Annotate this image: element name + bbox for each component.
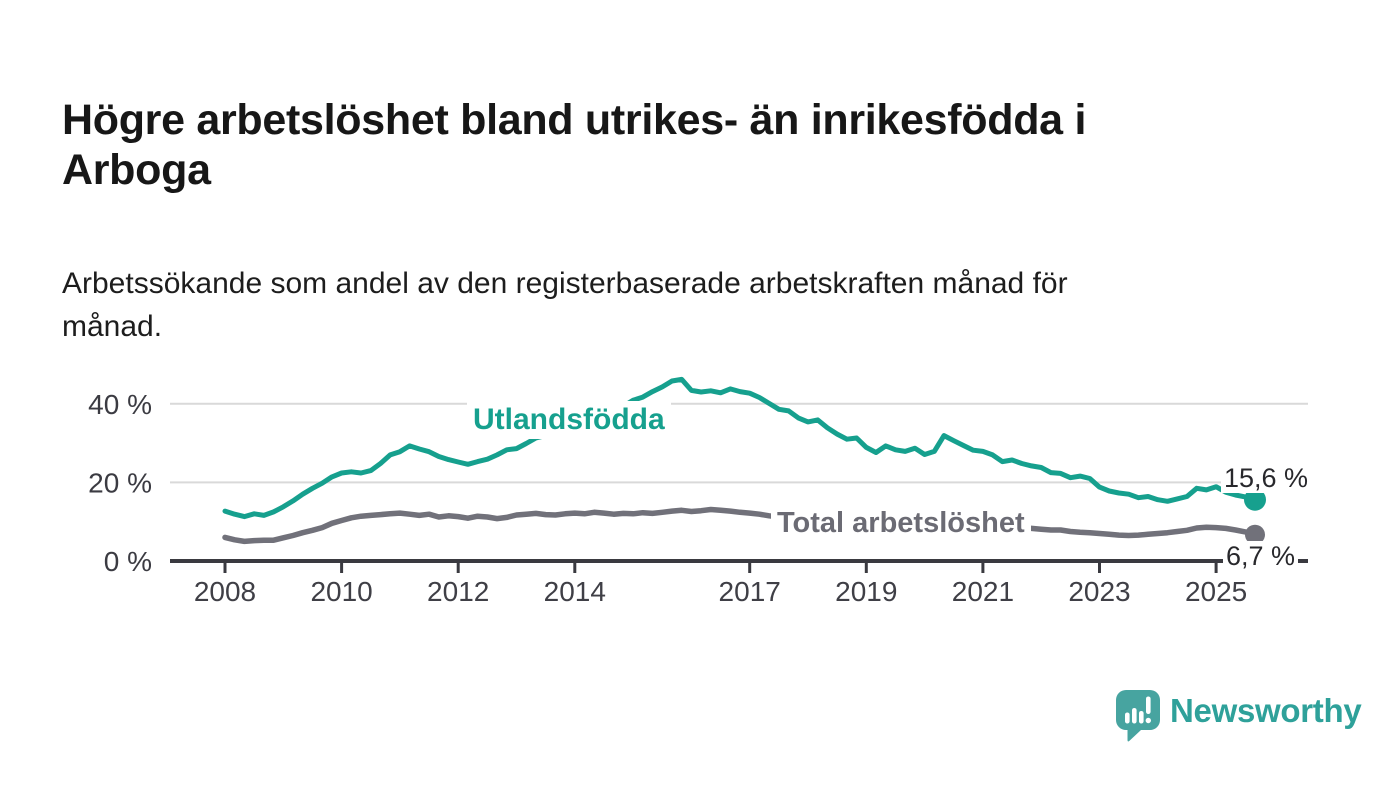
svg-text:2012: 2012 [427, 576, 489, 607]
svg-text:2008: 2008 [194, 576, 256, 607]
title-line-2: Arboga [62, 145, 211, 194]
series-label-utlandsfodda: Utlandsfödda [467, 401, 671, 439]
svg-text:2017: 2017 [719, 576, 781, 607]
logo-exclamation-dot [1145, 717, 1151, 724]
subtitle-line-2: månad. [62, 310, 163, 343]
newsworthy-logo-text: Newsworthy [1170, 692, 1362, 729]
svg-text:20 %: 20 % [88, 467, 152, 498]
page-title: Högre arbetslöshet bland utrikes- än inr… [62, 95, 1262, 195]
logo-exclamation-stem [1146, 696, 1151, 714]
logo-bar-1 [1125, 712, 1130, 724]
svg-text:2023: 2023 [1068, 576, 1130, 607]
end-value-utlandsfodda: 15,6 % [1221, 463, 1312, 494]
logo-bar-3 [1139, 711, 1144, 724]
end-value-total: 6,7 % [1223, 541, 1299, 572]
series-label-total-arbetsloshet: Total arbetslöshet [771, 505, 1031, 542]
svg-text:40 %: 40 % [88, 389, 152, 420]
svg-text:2014: 2014 [544, 576, 606, 607]
chart-subtitle: Arbetssökande som andel av den registerb… [62, 262, 1262, 348]
newsworthy-logo: Newsworthy [1113, 687, 1362, 744]
svg-text:2021: 2021 [952, 576, 1014, 607]
logo-bar-2 [1132, 708, 1137, 724]
svg-text:2019: 2019 [835, 576, 897, 607]
subtitle-line-1: Arbetssökande som andel av den registerb… [62, 267, 1068, 300]
newsworthy-logo-icon [1116, 690, 1160, 742]
svg-text:2010: 2010 [310, 576, 372, 607]
svg-text:0 %: 0 % [104, 546, 152, 577]
svg-text:2025: 2025 [1185, 576, 1247, 607]
title-line-1: Högre arbetslöshet bland utrikes- än inr… [62, 95, 1087, 144]
